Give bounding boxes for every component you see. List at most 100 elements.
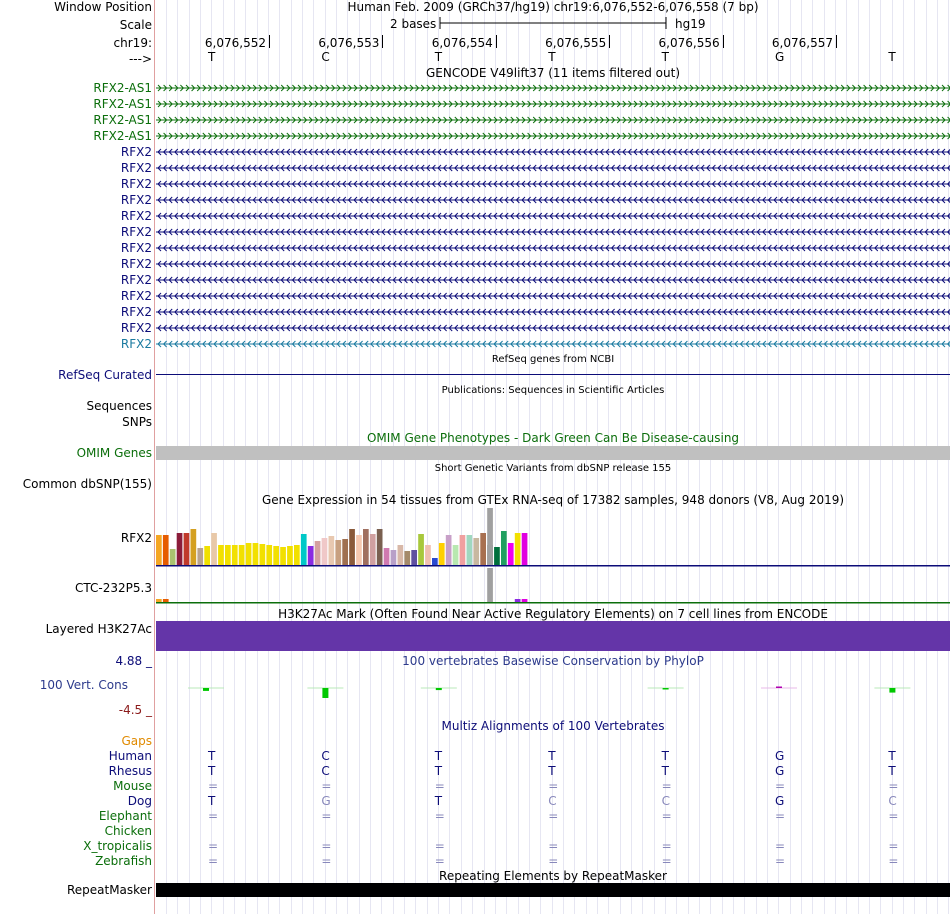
gtex-rfx2-bar[interactable]: [521, 533, 528, 565]
gtex-rfx2-bar[interactable]: [356, 535, 362, 565]
gtex-rfx2-bar[interactable]: [225, 545, 231, 565]
gtex-rfx2-bar[interactable]: [245, 543, 252, 565]
gencode-item-label[interactable]: RFX2-AS1: [93, 113, 152, 127]
gtex-ctc-label[interactable]: CTC-232P5.3: [75, 581, 152, 595]
phylop-value-bar[interactable]: [889, 688, 896, 693]
gencode-item-line[interactable]: [156, 129, 950, 143]
gencode-item-line[interactable]: [156, 193, 950, 207]
gtex-rfx2-bar[interactable]: [438, 543, 445, 565]
gtex-rfx2-bar[interactable]: [466, 535, 473, 565]
gtex-rfx2-bar[interactable]: [156, 535, 162, 565]
sequences-label[interactable]: Sequences: [86, 399, 152, 413]
gtex-rfx2-bar[interactable]: [363, 529, 369, 565]
gencode-item-line[interactable]: [156, 289, 950, 303]
gtex-rfx2-bar[interactable]: [294, 545, 300, 565]
gtex-rfx2-bar[interactable]: [328, 536, 335, 565]
gtex-rfx2-bar[interactable]: [307, 546, 314, 565]
gtex-rfx2-bar[interactable]: [300, 534, 307, 565]
refseq-label[interactable]: RefSeq Curated: [58, 368, 152, 382]
gencode-item-line[interactable]: [156, 113, 950, 127]
gencode-item-label[interactable]: RFX2-AS1: [93, 129, 152, 143]
gtex-rfx2-bar[interactable]: [218, 545, 224, 565]
species-label[interactable]: Chicken: [104, 824, 152, 838]
gtex-rfx2-bar[interactable]: [197, 548, 204, 565]
gtex-rfx2-bar[interactable]: [397, 545, 404, 565]
gtex-rfx2-bar[interactable]: [190, 529, 197, 565]
gtex-rfx2-bar[interactable]: [280, 547, 286, 565]
gtex-rfx2-bar[interactable]: [494, 547, 500, 565]
h3k27ac-label[interactable]: Layered H3K27Ac: [45, 622, 152, 636]
gtex-rfx2-bar[interactable]: [473, 538, 480, 565]
species-label[interactable]: Elephant: [98, 809, 152, 823]
gtex-rfx2-bar[interactable]: [287, 546, 293, 565]
gtex-ctc-bar[interactable]: [514, 599, 521, 602]
gtex-rfx2-bar[interactable]: [501, 531, 507, 565]
gencode-item-line[interactable]: [156, 97, 950, 111]
gtex-rfx2-bar[interactable]: [480, 533, 486, 565]
gencode-item-label[interactable]: RFX2: [120, 241, 152, 255]
gtex-rfx2-bar[interactable]: [418, 534, 424, 565]
gtex-rfx2-bar[interactable]: [425, 545, 431, 565]
h3k27ac-signal[interactable]: [156, 621, 950, 651]
gencode-item-label[interactable]: RFX2: [120, 161, 152, 175]
gtex-rfx2-bar[interactable]: [452, 545, 459, 565]
gtex-rfx2-bar[interactable]: [183, 533, 190, 565]
phylop-value-bar[interactable]: [435, 688, 442, 691]
gtex-ctc-bar[interactable]: [487, 568, 493, 602]
gtex-rfx2-bar[interactable]: [169, 549, 176, 565]
gtex-rfx2-bar[interactable]: [369, 534, 376, 565]
gtex-ctc-bar[interactable]: [521, 599, 528, 602]
gtex-rfx2-bar[interactable]: [252, 543, 259, 565]
gencode-item-label[interactable]: RFX2: [120, 225, 152, 239]
species-label[interactable]: Zebrafish: [95, 854, 152, 868]
gtex-rfx2-bar[interactable]: [445, 535, 452, 565]
gencode-item-label[interactable]: RFX2: [120, 177, 152, 191]
species-label[interactable]: Dog: [127, 794, 152, 808]
gtex-rfx2-bar[interactable]: [514, 533, 521, 565]
species-label[interactable]: Rhesus: [108, 764, 152, 778]
gtex-rfx2-bar[interactable]: [211, 533, 217, 565]
gtex-rfx2-bar[interactable]: [273, 546, 279, 565]
gtex-bar-chart[interactable]: [156, 508, 950, 608]
gencode-item-label[interactable]: RFX2: [120, 145, 152, 159]
phylop-value-bar[interactable]: [776, 686, 782, 689]
gencode-item-label[interactable]: RFX2: [120, 289, 152, 303]
gencode-item-line[interactable]: [156, 145, 950, 159]
gencode-item-line[interactable]: [156, 161, 950, 175]
dbsnp-label[interactable]: Common dbSNP(155): [22, 477, 152, 491]
gtex-rfx2-bar[interactable]: [321, 538, 328, 565]
species-label[interactable]: X_tropicalis: [83, 839, 152, 853]
gencode-item-line[interactable]: [156, 273, 950, 287]
gtex-rfx2-bar[interactable]: [349, 529, 355, 565]
phylop-value-bar[interactable]: [203, 688, 209, 691]
gtex-max-bar[interactable]: [487, 508, 493, 565]
species-label[interactable]: Human: [108, 749, 152, 763]
gtex-rfx2-bar[interactable]: [266, 545, 273, 565]
gtex-rfx2-bar[interactable]: [342, 539, 348, 565]
phylop-value-bar[interactable]: [662, 688, 669, 690]
species-label[interactable]: Mouse: [113, 779, 152, 793]
omim-label[interactable]: OMIM Genes: [76, 446, 152, 460]
gtex-rfx2-bar[interactable]: [404, 551, 411, 565]
gtex-rfx2-bar[interactable]: [411, 550, 417, 565]
gtex-rfx2-label[interactable]: RFX2: [120, 531, 152, 545]
gtex-rfx2-bar[interactable]: [314, 541, 321, 565]
gencode-item-line[interactable]: [156, 177, 950, 191]
gtex-rfx2-bar[interactable]: [507, 543, 514, 565]
gtex-rfx2-bar[interactable]: [432, 558, 438, 565]
phylop-plot[interactable]: [156, 662, 950, 718]
gencode-item-label[interactable]: RFX2-AS1: [93, 81, 152, 95]
gencode-item-line[interactable]: [156, 257, 950, 271]
gencode-item-line[interactable]: [156, 209, 950, 223]
gtex-rfx2-bar[interactable]: [390, 550, 397, 565]
gencode-item-label[interactable]: RFX2: [120, 273, 152, 287]
gtex-rfx2-bar[interactable]: [238, 545, 245, 565]
gencode-item-line[interactable]: [156, 321, 950, 335]
track-area[interactable]: Human Feb. 2009 (GRCh37/hg19) chr19:6,07…: [156, 0, 950, 914]
gtex-rfx2-bar[interactable]: [231, 545, 238, 565]
gencode-item-label[interactable]: RFX2-AS1: [93, 97, 152, 111]
refseq-gene-line[interactable]: [156, 374, 950, 375]
gencode-item-label[interactable]: RFX2: [120, 209, 152, 223]
gencode-item-label[interactable]: RFX2: [120, 321, 152, 335]
phylop-label[interactable]: 100 Vert. Cons: [39, 678, 128, 692]
